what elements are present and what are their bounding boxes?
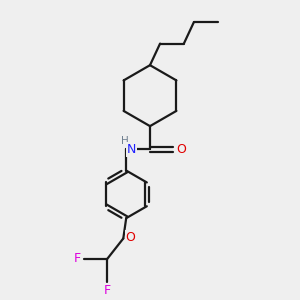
Text: F: F (104, 284, 111, 297)
Text: H: H (121, 136, 129, 146)
Text: F: F (73, 252, 80, 265)
Text: N: N (127, 143, 136, 156)
Text: O: O (126, 230, 136, 244)
Text: O: O (176, 143, 186, 156)
